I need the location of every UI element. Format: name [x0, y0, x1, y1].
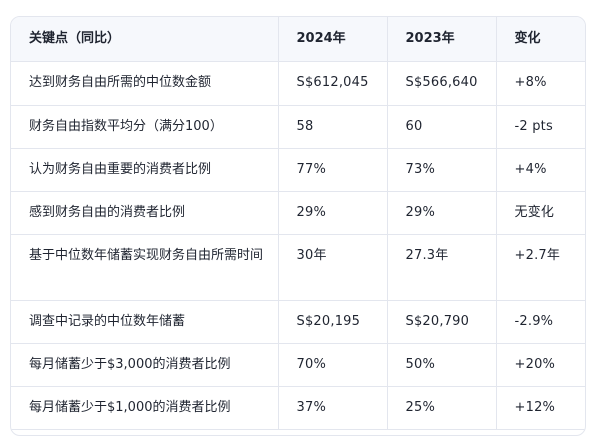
- header-row: 关键点（同比） 2024年 2023年 变化: [11, 17, 585, 62]
- value-change: +12%: [496, 386, 585, 430]
- value-2024: 77%: [278, 148, 388, 192]
- table-row: 达到财务自由所需的中位数金额 S$612,045 S$566,640 +8%: [11, 61, 585, 106]
- value-2024: 29%: [278, 191, 388, 235]
- value-2023: 29%: [387, 191, 497, 235]
- value-2024: 37%: [278, 386, 388, 430]
- row-label: 基于中位数年储蓄实现财务自由所需时间: [11, 234, 279, 301]
- header-change: 变化: [496, 17, 585, 62]
- value-2024: S$612,045: [278, 61, 388, 106]
- value-2023: 25%: [387, 386, 497, 430]
- value-2023: 73%: [387, 148, 497, 192]
- header-2024: 2024年: [278, 17, 388, 62]
- value-2024: 30年: [278, 234, 388, 301]
- row-label: 每月储蓄少于$1,000的消费者比例: [11, 386, 279, 430]
- value-2023: 60: [387, 105, 497, 149]
- table-row: 感到财务自由的消费者比例 29% 29% 无变化: [11, 191, 585, 235]
- value-change: -2.9%: [496, 300, 585, 344]
- table-row: 认为财务自由重要的消费者比例 77% 73% +4%: [11, 148, 585, 192]
- table-row: 基于中位数年储蓄实现财务自由所需时间 30年 27.3年 +2.7年: [11, 234, 585, 301]
- row-label: 感到财务自由的消费者比例: [11, 191, 279, 235]
- header-key-point: 关键点（同比）: [11, 17, 279, 62]
- value-2023: 50%: [387, 343, 497, 387]
- table-row: 调查中记录的中位数年储蓄 S$20,195 S$20,790 -2.9%: [11, 300, 585, 344]
- row-label: 调查中记录的中位数年储蓄: [11, 300, 279, 344]
- table-row: 每月储蓄少于$3,000的消费者比例 70% 50% +20%: [11, 343, 585, 387]
- value-change: -2 pts: [496, 105, 585, 149]
- value-2024: S$20,195: [278, 300, 388, 344]
- table-row: 每月储蓄少于$1,000的消费者比例 37% 25% +12%: [11, 386, 585, 430]
- value-change: +2.7年: [496, 234, 585, 301]
- row-label: 认为财务自由重要的消费者比例: [11, 148, 279, 192]
- value-change: 无变化: [496, 191, 585, 235]
- value-2024: 70%: [278, 343, 388, 387]
- table-row: 财务自由指数平均分（满分100） 58 60 -2 pts: [11, 105, 585, 149]
- value-change: +8%: [496, 61, 585, 106]
- value-change: +20%: [496, 343, 585, 387]
- value-2023: 27.3年: [387, 234, 497, 301]
- value-2023: S$566,640: [387, 61, 497, 106]
- value-2024: 58: [278, 105, 388, 149]
- row-label: 达到财务自由所需的中位数金额: [11, 61, 279, 106]
- row-label: 财务自由指数平均分（满分100）: [11, 105, 279, 149]
- comparison-table: 关键点（同比） 2024年 2023年 变化 达到财务自由所需的中位数金额 S$…: [11, 17, 585, 430]
- header-2023: 2023年: [387, 17, 497, 62]
- comparison-table-container: 关键点（同比） 2024年 2023年 变化 达到财务自由所需的中位数金额 S$…: [10, 16, 586, 436]
- value-2023: S$20,790: [387, 300, 497, 344]
- value-change: +4%: [496, 148, 585, 192]
- row-label: 每月储蓄少于$3,000的消费者比例: [11, 343, 279, 387]
